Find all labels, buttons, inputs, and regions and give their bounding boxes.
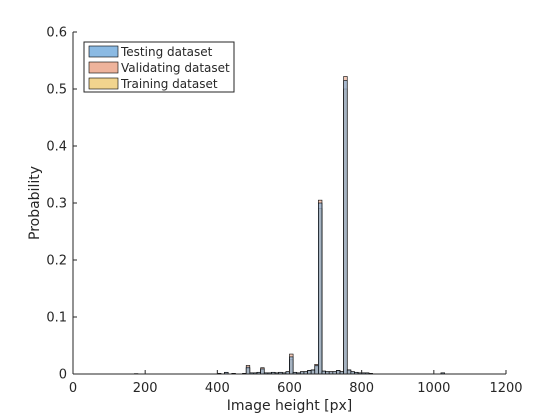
legend-items: Testing dataset Validating dataset Trainin… xyxy=(88,45,230,91)
y-tick-label: 0.5 xyxy=(46,83,67,98)
x-tick-label: 200 xyxy=(133,381,158,396)
y-tick-label: 0.4 xyxy=(46,140,67,155)
x-tick-label: 0 xyxy=(69,381,77,396)
x-tick-label: 400 xyxy=(205,381,230,396)
histogram-bar xyxy=(314,365,319,375)
legend-label: Validating dataset xyxy=(121,61,230,75)
histogram-bar xyxy=(318,202,323,375)
tick-marks xyxy=(72,31,507,375)
x-tick-label: 800 xyxy=(349,381,374,396)
histogram-bar xyxy=(245,366,251,375)
legend-swatch xyxy=(88,45,119,58)
legend-swatch xyxy=(88,61,119,74)
y-tick-label: 0.1 xyxy=(46,311,67,326)
y-axis-label: Probability xyxy=(27,166,43,240)
x-tick-label: 1000 xyxy=(417,381,450,396)
y-tick-label: 0.3 xyxy=(46,197,67,212)
histogram-bar xyxy=(310,369,316,375)
legend-label: Testing dataset xyxy=(120,45,213,59)
x-tick-label: 1200 xyxy=(489,381,522,396)
legend-swatch xyxy=(88,77,119,90)
histogram-bar xyxy=(346,369,352,375)
histogram-bar xyxy=(336,370,341,375)
legend[interactable]: Testing dataset Validating dataset Trainin… xyxy=(83,41,235,93)
histogram-bar xyxy=(289,356,294,375)
histogram-bar xyxy=(343,80,348,375)
y-tick-label: 0.2 xyxy=(46,254,67,269)
y-tick-label: 0.6 xyxy=(46,26,67,41)
histogram-bar xyxy=(260,368,265,375)
tick-labels: 0 200 400 600 800 1000 1200 0 0.1 0.2 0.3 0.4 0.5 0.6 xyxy=(46,26,522,397)
x-tick-label: 600 xyxy=(277,381,302,396)
x-axis-label: Image height [px] xyxy=(227,398,352,414)
legend-label: Training dataset xyxy=(120,77,218,91)
histogram-bar xyxy=(307,370,312,375)
y-tick-label: 0 xyxy=(59,368,67,383)
